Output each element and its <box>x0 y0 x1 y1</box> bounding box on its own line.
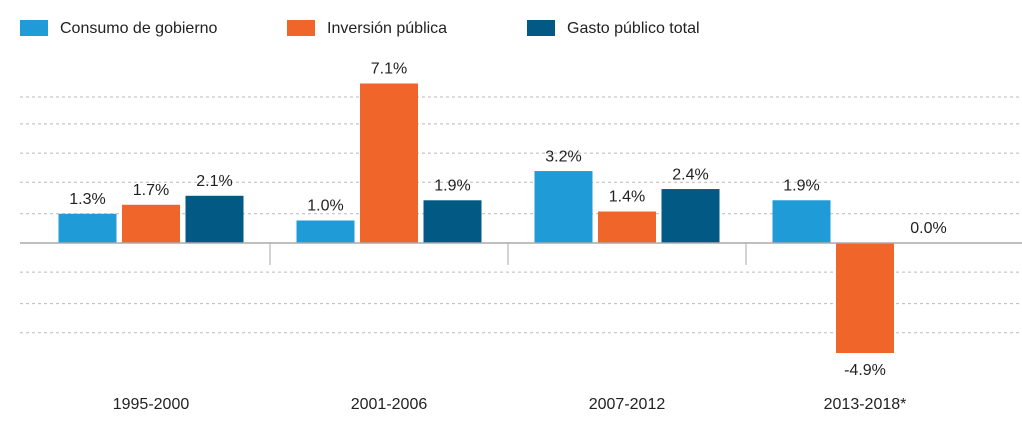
legend-label: Inversión pública <box>327 20 447 37</box>
value-label: 0.0% <box>910 220 946 237</box>
x-tick-label: 1995-2000 <box>113 396 190 413</box>
x-tick-label: 2007-2012 <box>589 396 666 413</box>
bar <box>58 213 117 243</box>
value-label: 1.9% <box>783 177 819 194</box>
x-tick-label: 2013-2018* <box>824 396 907 413</box>
bar <box>296 220 355 243</box>
value-label: 3.2% <box>545 148 581 165</box>
legend-label: Gasto público total <box>567 20 700 37</box>
legend-swatch <box>527 20 555 36</box>
x-tick-label: 2001-2006 <box>351 396 428 413</box>
bar <box>836 242 894 354</box>
value-label: 7.1% <box>371 61 407 78</box>
bar <box>534 171 593 243</box>
bar <box>598 211 656 243</box>
value-label: 1.3% <box>69 191 105 208</box>
value-label: 1.9% <box>434 177 470 194</box>
value-label: 1.0% <box>307 198 343 215</box>
bar <box>423 200 482 243</box>
bar <box>122 204 180 243</box>
bar <box>185 195 244 243</box>
legend-swatch <box>287 20 315 36</box>
bar <box>772 200 831 243</box>
value-label: 1.4% <box>609 189 645 206</box>
legend-swatch <box>20 20 48 36</box>
bar <box>360 83 418 243</box>
value-label: 2.4% <box>672 166 708 183</box>
value-label: -4.9% <box>844 362 886 379</box>
bar <box>661 189 720 243</box>
value-label: 2.1% <box>196 173 232 190</box>
value-label: 1.7% <box>133 182 169 199</box>
legend-label: Consumo de gobierno <box>60 20 218 37</box>
